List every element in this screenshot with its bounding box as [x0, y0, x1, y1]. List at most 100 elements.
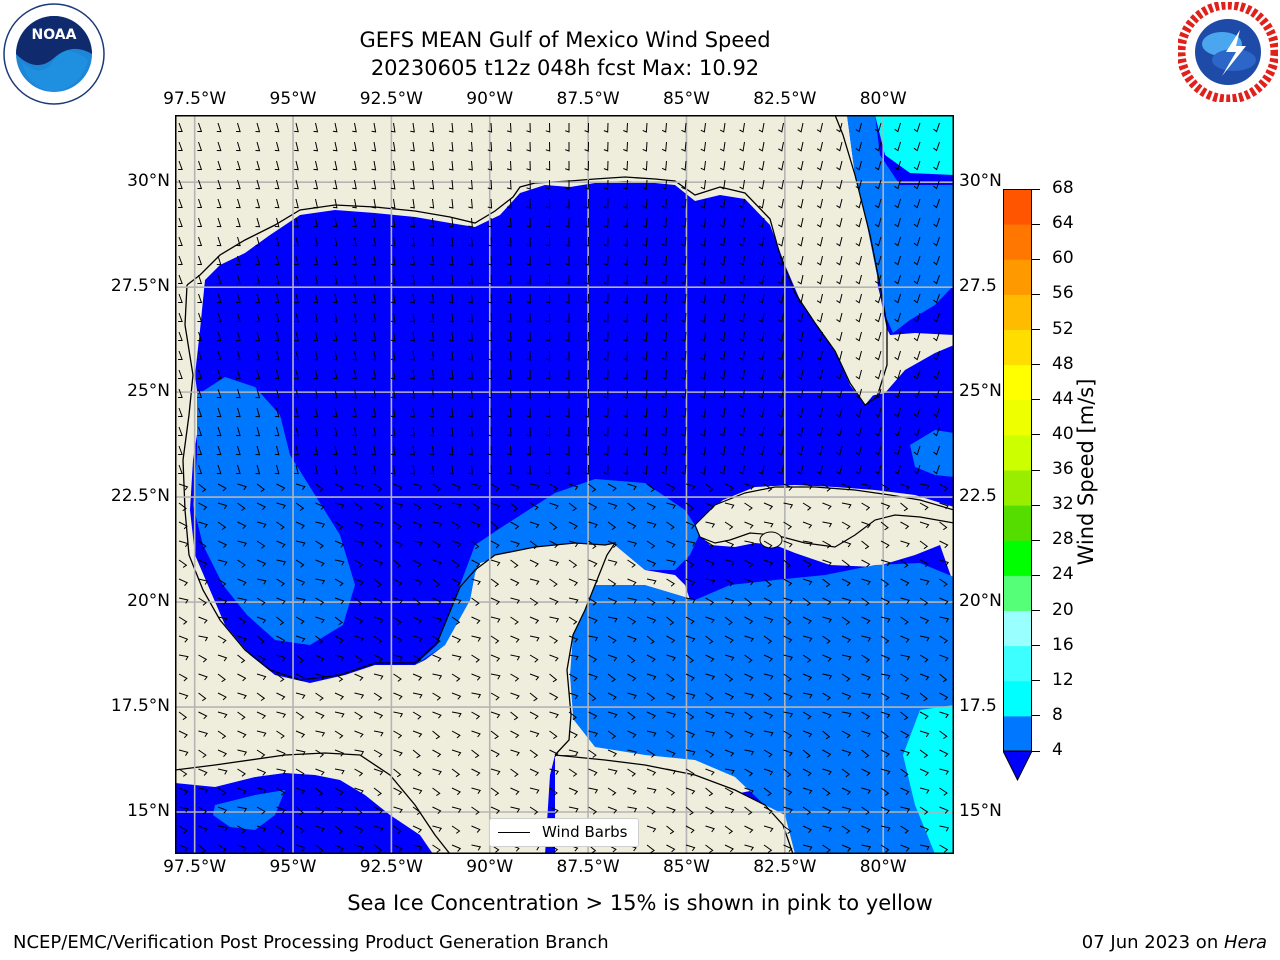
- wind-barb: [758, 331, 765, 342]
- wind-barb: [778, 426, 784, 437]
- wind-barb: [939, 654, 949, 662]
- wind-barb: [448, 426, 454, 437]
- wind-barb: [880, 502, 891, 510]
- wind-barb: [705, 768, 715, 776]
- wind-barb: [429, 198, 435, 209]
- wind-barb: [256, 749, 266, 758]
- wind-barb: [510, 597, 521, 604]
- wind-barbs: [178, 122, 950, 854]
- wind-barb: [487, 331, 493, 342]
- wind-barb: [371, 388, 377, 399]
- wind-barb: [217, 692, 227, 701]
- wind-barb: [315, 730, 326, 737]
- wind-barb: [549, 673, 558, 683]
- wind-barb: [178, 673, 188, 682]
- wind-barb: [719, 426, 726, 437]
- wind-barb: [332, 293, 338, 304]
- wind-barb: [526, 179, 531, 190]
- wind-barb: [276, 673, 285, 683]
- wind-barb: [568, 483, 579, 491]
- wind-barb: [371, 331, 377, 342]
- wind-barb: [237, 540, 248, 547]
- wind-barb: [393, 483, 403, 491]
- wind-barb: [448, 255, 454, 266]
- wind-barb: [471, 768, 481, 777]
- wind-barb: [487, 407, 493, 418]
- wind-barb: [529, 521, 540, 529]
- wind-barb: [565, 370, 570, 380]
- wind-barb: [255, 255, 261, 266]
- wind-barb: [661, 331, 667, 342]
- lon-label-top: 80°W: [859, 89, 907, 109]
- wind-barb: [584, 160, 589, 171]
- wind-barb: [913, 312, 921, 323]
- wind-barb: [276, 635, 286, 644]
- wind-barb: [178, 578, 189, 586]
- wind-barb: [276, 768, 287, 775]
- wind-barb: [681, 274, 687, 285]
- wind-barb: [526, 407, 531, 418]
- wind-barb: [700, 160, 706, 171]
- wind-barb: [744, 502, 753, 511]
- wind-barb: [607, 692, 617, 701]
- wind-barb: [490, 749, 500, 758]
- wind-barb: [584, 274, 589, 285]
- wind-barb: [545, 255, 551, 266]
- wind-barb: [490, 730, 499, 740]
- wind-barb: [913, 255, 921, 266]
- wind-barb: [510, 635, 520, 643]
- wind-barb: [797, 426, 804, 437]
- wind-barb: [565, 446, 570, 456]
- wind-barb: [607, 787, 617, 796]
- wind-barb: [276, 483, 286, 492]
- wind-barb: [412, 559, 422, 568]
- wind-barb: [274, 255, 280, 266]
- wind-barb: [510, 787, 520, 795]
- wind-barb: [373, 768, 384, 776]
- wind-barb: [490, 654, 501, 662]
- wind-barb: [393, 711, 404, 718]
- wind-barb: [529, 673, 540, 681]
- wind-barb: [861, 502, 871, 511]
- wind-barb: [332, 445, 338, 456]
- wind-barb: [490, 597, 501, 606]
- wind-barb: [666, 844, 676, 853]
- wind-barb: [778, 388, 784, 399]
- wind-barb: [468, 255, 473, 266]
- wind-barb: [822, 749, 832, 758]
- wind-barb: [471, 521, 481, 529]
- wind-barb: [841, 673, 851, 682]
- wind-barb: [237, 597, 248, 604]
- wind-barb: [393, 502, 404, 509]
- wind-barb: [880, 749, 890, 758]
- wind-barb: [700, 198, 706, 209]
- wind-barb: [352, 122, 357, 133]
- wind-barb: [332, 426, 338, 437]
- wind-barb: [354, 768, 364, 777]
- wind-barb: [178, 198, 183, 208]
- wind-barb: [797, 407, 804, 418]
- wind-barb: [565, 199, 570, 209]
- wind-barb: [429, 122, 435, 133]
- wind-barb: [373, 616, 384, 624]
- wind-barb: [448, 369, 454, 380]
- wind-barb: [471, 483, 482, 490]
- wind-barb: [526, 426, 531, 437]
- wind-barb: [373, 844, 383, 853]
- wind-barb: [451, 673, 461, 682]
- wind-barb: [490, 635, 500, 644]
- wind-barb: [216, 426, 222, 437]
- wind-barb: [216, 217, 222, 228]
- wind-barb: [861, 616, 871, 624]
- wind-barb: [274, 464, 280, 475]
- wind-barb: [487, 350, 493, 361]
- wind-barb: [217, 749, 228, 757]
- wind-barb: [373, 502, 384, 510]
- wind-barb: [410, 445, 415, 456]
- wind-barb: [471, 559, 481, 568]
- wind-barb: [724, 521, 734, 530]
- wind-barb: [919, 692, 928, 702]
- wind-barb: [666, 711, 677, 718]
- sea-ice-note: Sea Ice Concentration > 15% is shown in …: [347, 891, 933, 915]
- wind-barb: [393, 768, 402, 778]
